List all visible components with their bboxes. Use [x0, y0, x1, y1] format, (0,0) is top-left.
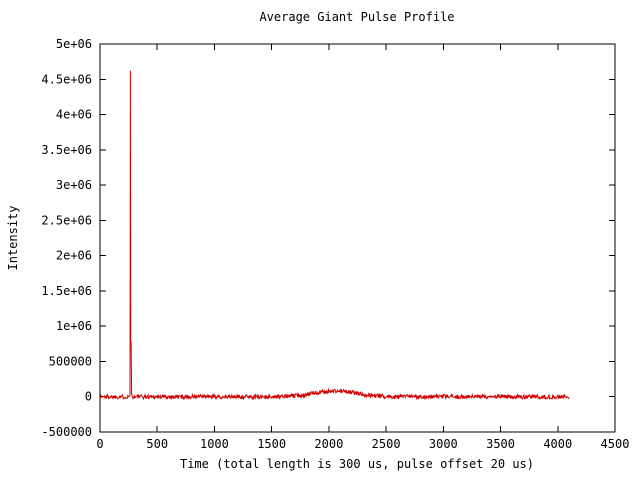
plot-border [99, 43, 616, 433]
x-tick-label: 2000 [314, 437, 343, 451]
y-tick-label: 2.5e+06 [41, 213, 92, 227]
x-tick-label: 1500 [257, 437, 286, 451]
x-tick-label: 2500 [372, 437, 401, 451]
y-tick-label: 3e+06 [56, 178, 92, 192]
y-tick-label: 500000 [49, 354, 92, 368]
y-tick-label: 1.5e+06 [41, 284, 92, 298]
chart-title: Average Giant Pulse Profile [259, 10, 454, 24]
y-tick-label: 2e+06 [56, 249, 92, 263]
y-tick-label: 1e+06 [56, 319, 92, 333]
x-tick-label: 1000 [200, 437, 229, 451]
x-tick-label: 500 [146, 437, 168, 451]
y-tick-label: 3.5e+06 [41, 143, 92, 157]
series-line [99, 70, 570, 401]
y-tick-label: 5e+06 [56, 37, 92, 51]
y-tick-label: -500000 [41, 425, 92, 439]
y-axis-label: Intensity [6, 205, 20, 270]
x-tick-label: 4000 [543, 437, 572, 451]
x-tick-label: 4500 [601, 437, 630, 451]
plot-area: 0 500 1000 1500 2000 2500 3000 3500 4000 4500 -500… [41, 37, 629, 451]
y-tick-label: 4.5e+06 [41, 72, 92, 86]
y-tick-label: 0 [85, 390, 92, 404]
x-tick-label: 0 [96, 437, 103, 451]
x-tick-label: 3000 [429, 437, 458, 451]
y-tick-label: 4e+06 [56, 108, 92, 122]
x-tick-label: 3500 [486, 437, 515, 451]
x-axis-label: Time (total length is 300 us, pulse offs… [180, 457, 534, 471]
